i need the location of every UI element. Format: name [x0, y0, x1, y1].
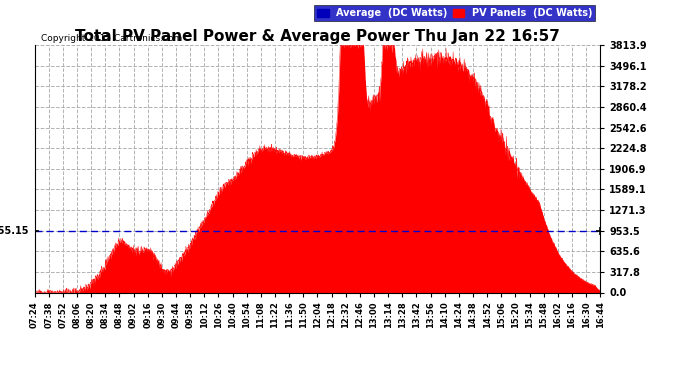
Text: Copyright 2015 Cartronics.com: Copyright 2015 Cartronics.com [41, 34, 183, 43]
Text: 955.15: 955.15 [0, 225, 29, 236]
Legend: Average  (DC Watts), PV Panels  (DC Watts): Average (DC Watts), PV Panels (DC Watts) [314, 5, 595, 21]
Title: Total PV Panel Power & Average Power Thu Jan 22 16:57: Total PV Panel Power & Average Power Thu… [75, 29, 560, 44]
